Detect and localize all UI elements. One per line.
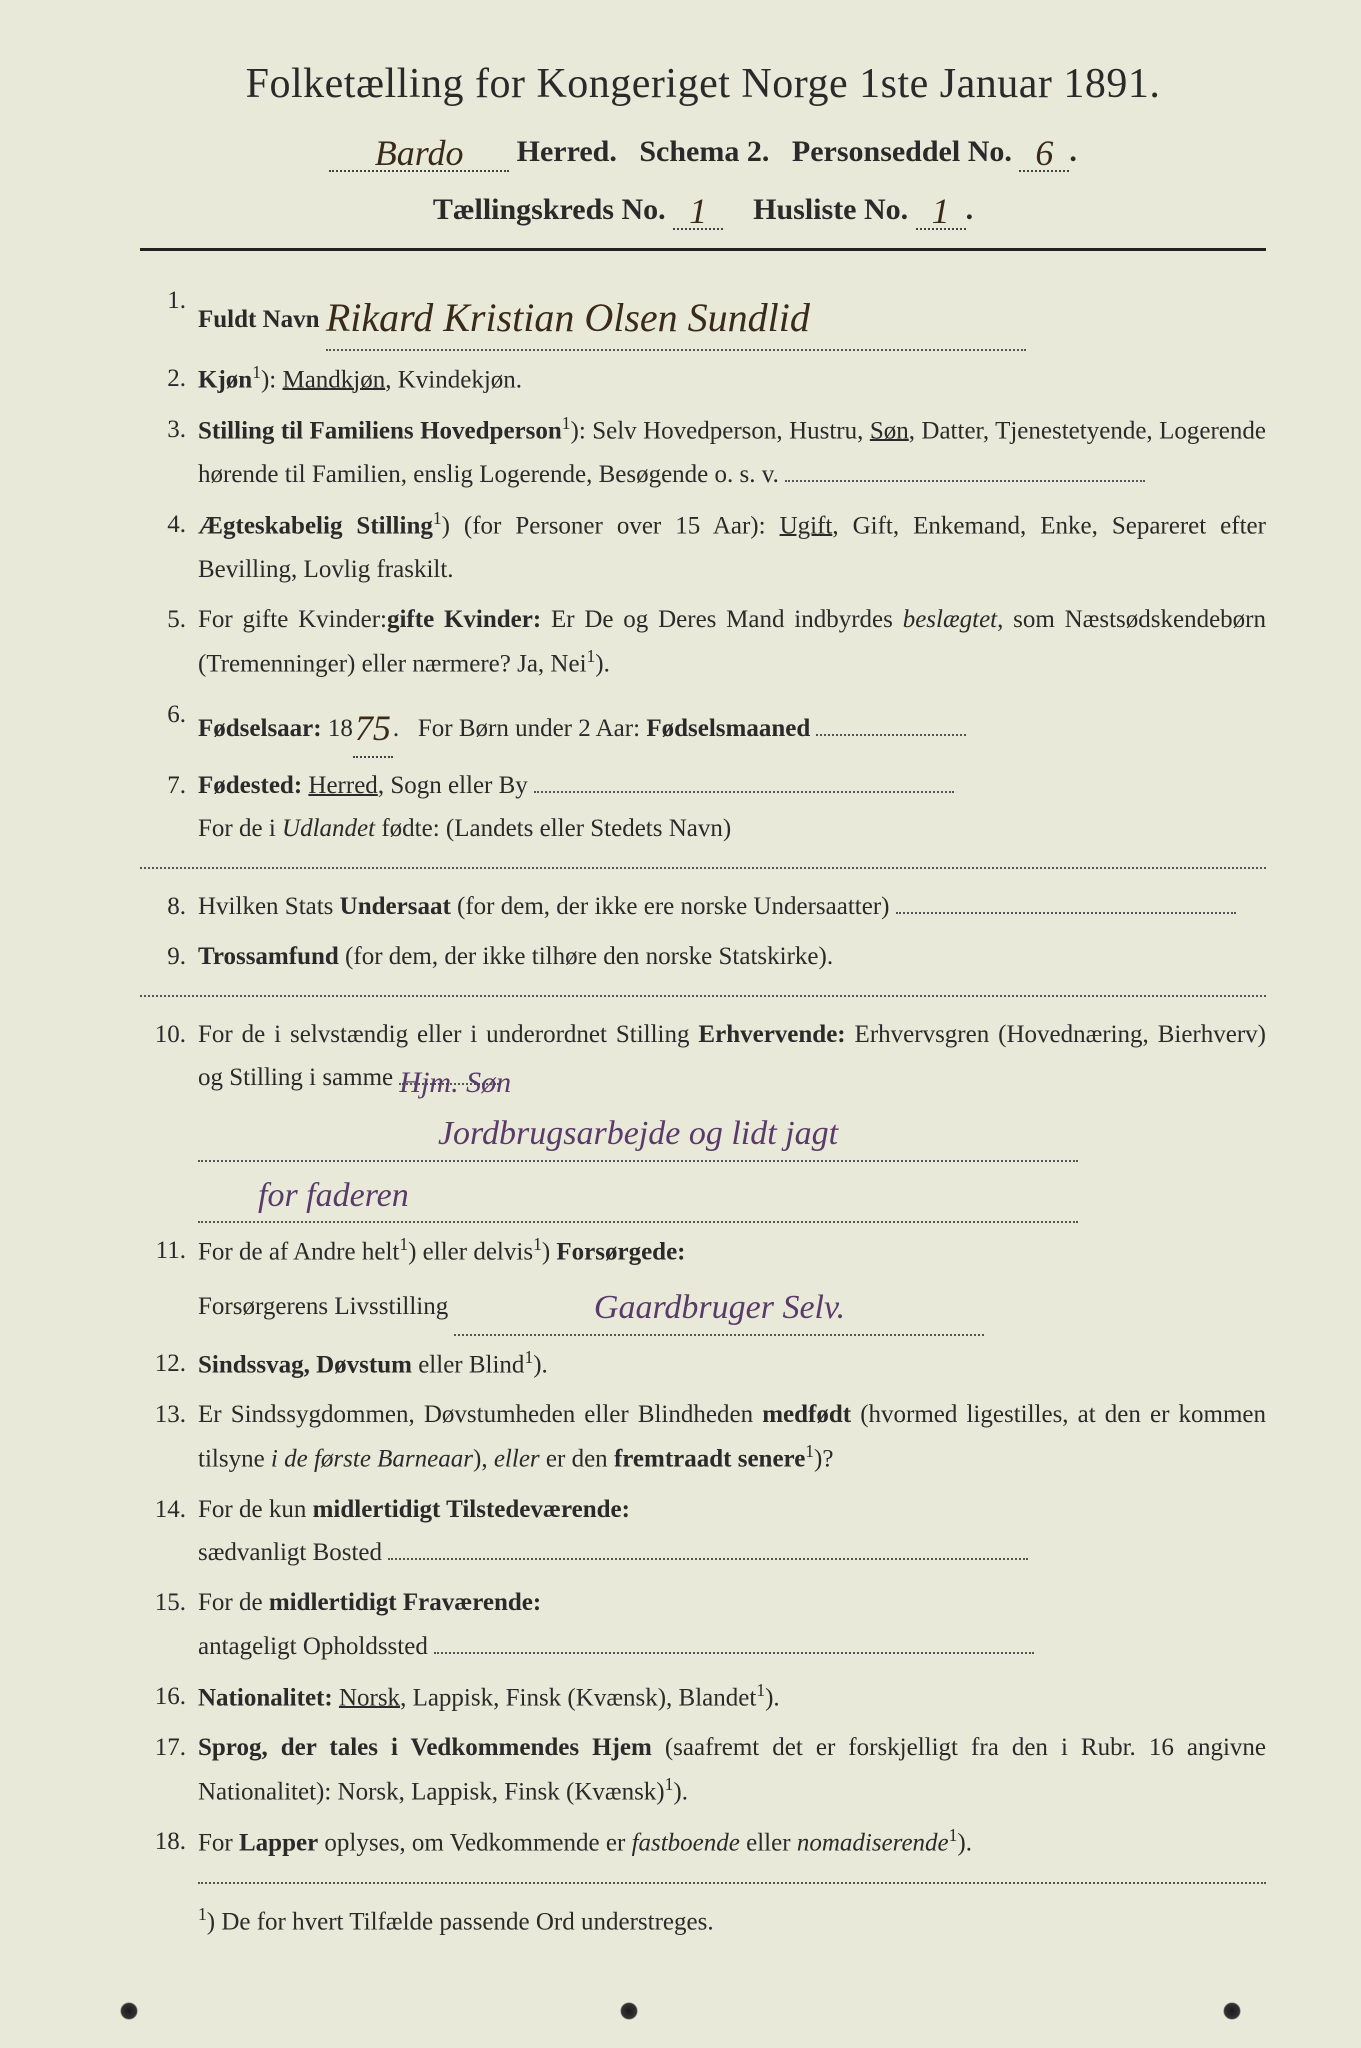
schema-label: Schema 2. [639, 135, 769, 168]
item-18-f: nomadiserende [797, 1830, 949, 1857]
item-11: 11. For de af Andre helt1) eller delvis1… [140, 1229, 1266, 1336]
item-13-g: er den [546, 1446, 608, 1473]
item-7-line2b: Udlandet [282, 815, 375, 842]
herred-label: Herred. [517, 135, 617, 168]
item-13-h: fremtraadt senere [614, 1446, 805, 1473]
page-title: Folketælling for Kongeriget Norge 1ste J… [140, 60, 1266, 108]
item-15-a: For de [198, 1589, 263, 1616]
divider-thick [140, 248, 1266, 251]
husliste-value: 1 [932, 191, 950, 231]
item-7-line2a: For de i [198, 815, 276, 842]
divider-dotted-3 [198, 1882, 1266, 1884]
item-16: 16. Nationalitet: Norsk, Lappisk, Finsk … [140, 1675, 1266, 1720]
divider-dotted-2 [140, 995, 1266, 997]
item-1: 1. Fuldt Navn Rikard Kristian Olsen Sund… [140, 279, 1266, 351]
item-10: 10. For de i selvstændig eller i underor… [140, 1013, 1266, 1224]
kreds-label: Tællingskreds No. [433, 193, 666, 226]
item-6-label-b: For Børn under 2 Aar: [418, 715, 640, 742]
footnote: 1) De for hvert Tilfælde passende Ord un… [140, 1904, 1266, 1936]
item-9-label: Trossamfund [198, 943, 339, 970]
item-6-label-c: Fødselsmaaned [646, 715, 810, 742]
item-8-c: (for dem, der ikke ere norske Undersaatt… [457, 893, 889, 920]
personseddel-value: 6 [1035, 133, 1053, 173]
personseddel-label: Personseddel No. [792, 135, 1012, 168]
item-5-text-a: Er De og Deres Mand indbyrdes [551, 606, 893, 633]
item-5-text-b: beslægtet [903, 606, 997, 633]
item-4-selected: Ugift [780, 512, 833, 539]
item-1-value: Rikard Kristian Olsen Sundlid [326, 295, 810, 340]
kreds-value: 1 [689, 191, 707, 231]
item-14-a: For de kun [198, 1496, 306, 1523]
item-13-f: eller [494, 1446, 540, 1473]
husliste-label: Husliste No. [753, 193, 908, 226]
item-12: 12. Sindssvag, Døvstum eller Blind1). [140, 1342, 1266, 1387]
item-2-selected: Mandkjøn [282, 366, 385, 393]
item-7-label: Fødested: [198, 772, 302, 799]
item-10-a: For de i selvstændig eller i underordnet… [198, 1021, 690, 1048]
item-12-text: eller Blind [418, 1351, 524, 1378]
item-18: 18. For Lapper oplyses, om Vedkommende e… [140, 1820, 1266, 1865]
item-13: 13. Er Sindssygdommen, Døvstumheden elle… [140, 1393, 1266, 1482]
item-6-year: 75 [355, 708, 391, 748]
item-10-b: Erhvervende: [698, 1021, 845, 1048]
item-7-line2c: fødte: (Landets eller Stedets Navn) [381, 815, 731, 842]
item-18-a: For [198, 1830, 233, 1857]
item-11-a: For de af Andre helt [198, 1238, 399, 1265]
item-15: 15. For de midlertidigt Fraværende: anta… [140, 1581, 1266, 1669]
item-13-b: medfødt [762, 1401, 851, 1428]
item-18-e: eller [746, 1830, 790, 1857]
item-6-label-a: Fødselsaar: [198, 715, 322, 742]
item-17: 17. Sprog, der tales i Vedkommendes Hjem… [140, 1726, 1266, 1815]
item-11-value: Gaardbruger Selv. [594, 1289, 845, 1326]
item-2-label: Kjøn [198, 366, 252, 393]
item-18-d: fastboende [632, 1830, 740, 1857]
item-9-text: (for dem, der ikke tilhøre den norske St… [345, 943, 833, 970]
item-10-value3: for faderen [258, 1177, 409, 1214]
item-14: 14. For de kun midlertidigt Tilstedevære… [140, 1488, 1266, 1576]
item-14-b: midlertidigt Tilstedeværende: [313, 1496, 630, 1523]
item-8-a: Hvilken Stats [198, 893, 333, 920]
item-8: 8. Hvilken Stats Undersaat (for dem, der… [140, 885, 1266, 929]
pinhole-icon [1223, 2002, 1241, 2020]
item-4-label: Ægteskabelig Stilling [198, 512, 433, 539]
pinhole-icon [120, 2002, 138, 2020]
item-13-d: i de første Barneaar [271, 1446, 473, 1473]
item-15-c: antageligt Opholdssted [198, 1633, 428, 1660]
item-18-c: oplyses, om Vedkommende er [324, 1830, 625, 1857]
item-3-selected: Søn [870, 417, 909, 444]
item-10-value1: Hjm. Søn [399, 1057, 511, 1110]
item-15-b: midlertidigt Fraværende: [269, 1589, 541, 1616]
header-line-2: Bardo Herred. Schema 2. Personseddel No.… [140, 128, 1266, 172]
header-line-3: Tællingskreds No. 1 Husliste No. 1. [140, 186, 1266, 230]
item-5: 5. For gifte Kvinder:gifte Kvinder: Er D… [140, 598, 1266, 687]
herred-value: Bardo [375, 133, 464, 173]
item-1-label: Fuldt Navn [198, 306, 320, 333]
divider-dotted-1 [140, 867, 1266, 869]
census-form-page: Folketælling for Kongeriget Norge 1ste J… [0, 0, 1361, 2048]
item-11-d: Forsørgerens Livsstilling [198, 1293, 448, 1320]
item-11-b: eller delvis [423, 1238, 533, 1265]
item-3: 3. Stilling til Familiens Hovedperson1):… [140, 408, 1266, 497]
item-16-label: Nationalitet: [198, 1684, 333, 1711]
item-4-qualifier: (for Personer over 15 Aar): [464, 512, 766, 539]
item-12-label: Sindssvag, Døvstum [198, 1351, 412, 1378]
item-3-label: Stilling til Familiens Hovedperson [198, 417, 562, 444]
item-9: 9. Trossamfund (for dem, der ikke tilhør… [140, 935, 1266, 979]
item-8-b: Undersaat [340, 893, 451, 920]
item-10-value2: Jordbrugsarbejde og lidt jagt [438, 1115, 838, 1152]
item-11-c: Forsørgede: [556, 1238, 685, 1265]
item-2: 2. Kjøn1): Mandkjøn, Kvindekjøn. [140, 357, 1266, 402]
pinhole-icon [620, 2002, 638, 2020]
item-16-selected: Norsk [339, 1684, 400, 1711]
item-7-selected: Herred [308, 772, 377, 799]
item-18-b: Lapper [239, 1830, 318, 1857]
item-7: 7. Fødested: Herred, Sogn eller By For d… [140, 764, 1266, 852]
item-13-a: Er Sindssygdommen, Døvstumheden eller Bl… [198, 1401, 753, 1428]
item-6: 6. Fødselsaar: 1875. For Børn under 2 Aa… [140, 693, 1266, 758]
item-14-c: sædvanligt Bosted [198, 1539, 382, 1566]
item-17-label: Sprog, der tales i Vedkommendes Hjem [198, 1734, 652, 1761]
item-4: 4. Ægteskabelig Stilling1) (for Personer… [140, 503, 1266, 592]
